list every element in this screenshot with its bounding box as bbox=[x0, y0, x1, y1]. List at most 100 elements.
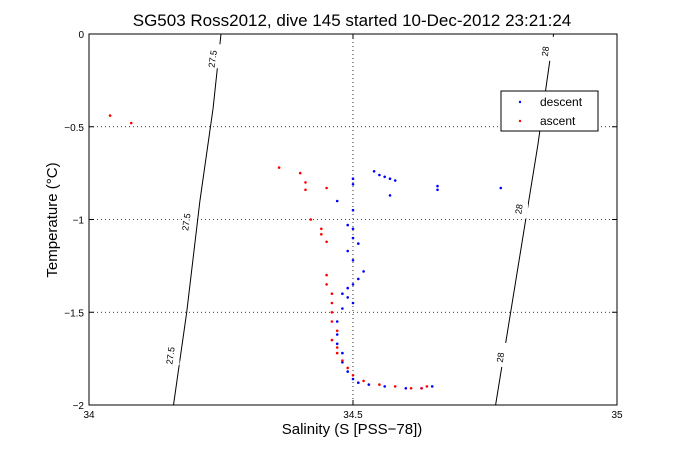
point-ascent bbox=[325, 186, 328, 190]
isopycnal-lines: 27.5 27.5 27.5 28 28 28 bbox=[164, 33, 555, 406]
point-ascent bbox=[108, 114, 112, 117]
point-descent bbox=[357, 277, 360, 281]
y-axis-label: Temperature (°C) bbox=[44, 162, 61, 277]
point-descent bbox=[372, 170, 376, 173]
point-ascent bbox=[325, 240, 328, 244]
point-ascent bbox=[320, 227, 323, 231]
point-ascent bbox=[425, 385, 429, 388]
point-descent bbox=[346, 286, 350, 290]
point-descent bbox=[341, 361, 344, 364]
point-descent bbox=[351, 301, 355, 305]
point-ascent bbox=[325, 283, 328, 286]
point-descent bbox=[436, 184, 439, 188]
point-descent bbox=[404, 387, 408, 390]
isopycnal-label-gap bbox=[209, 44, 222, 69]
isopycnal-label: 28 bbox=[513, 203, 524, 214]
point-ascent bbox=[330, 338, 334, 342]
point-ascent bbox=[335, 346, 339, 349]
point-ascent bbox=[309, 218, 313, 221]
y-tick-label: −2 bbox=[73, 401, 85, 412]
point-descent bbox=[351, 177, 355, 180]
y-tick-label: −1.5 bbox=[64, 308, 84, 319]
point-ascent bbox=[298, 171, 302, 175]
point-descent bbox=[378, 173, 381, 177]
point-ascent bbox=[325, 273, 328, 277]
legend-label-ascent: ascent bbox=[540, 114, 576, 128]
isopycnal-label-gap bbox=[183, 207, 196, 232]
point-ascent bbox=[335, 329, 339, 333]
chart-title: SG503 Ross2012, dive 145 started 10-Dec-… bbox=[133, 11, 572, 30]
point-descent bbox=[346, 370, 350, 373]
legend-marker-descent bbox=[518, 100, 522, 104]
point-descent bbox=[335, 199, 339, 203]
legend: descent ascent bbox=[500, 90, 599, 132]
point-descent bbox=[346, 296, 350, 299]
isopycnal-line bbox=[173, 33, 222, 406]
isopycnal-label-gap bbox=[497, 342, 510, 367]
point-descent bbox=[341, 292, 344, 296]
x-tick-label: 34 bbox=[83, 410, 95, 421]
point-ascent bbox=[341, 359, 344, 362]
point-ascent bbox=[351, 374, 355, 377]
isopycnal-label: 27.5 bbox=[180, 213, 192, 232]
point-descent bbox=[351, 236, 355, 240]
point-ascent bbox=[129, 121, 133, 125]
point-ascent bbox=[330, 320, 334, 323]
isopycnal-label-gap bbox=[167, 341, 180, 366]
legend-marker-ascent bbox=[518, 119, 522, 123]
y-tick-label: 0 bbox=[78, 30, 84, 41]
point-ascent bbox=[393, 385, 397, 388]
point-ascent bbox=[346, 366, 350, 370]
point-descent bbox=[351, 377, 355, 381]
x-tick-label: 34.5 bbox=[343, 410, 363, 421]
isopycnal-label: 27.5 bbox=[207, 50, 219, 69]
point-descent bbox=[393, 179, 397, 182]
point-descent bbox=[335, 320, 339, 323]
point-ascent bbox=[330, 292, 334, 296]
point-descent bbox=[346, 223, 350, 227]
y-tick-label: −1 bbox=[73, 216, 85, 227]
point-ascent bbox=[330, 311, 334, 314]
point-descent bbox=[362, 270, 365, 273]
isopycnal-label-gap bbox=[542, 36, 555, 61]
point-descent bbox=[388, 194, 392, 197]
point-descent bbox=[430, 385, 434, 388]
point-descent bbox=[351, 208, 355, 212]
point-ascent bbox=[362, 379, 365, 383]
x-tick-label: 35 bbox=[611, 410, 623, 421]
data-points bbox=[108, 114, 503, 390]
point-descent bbox=[341, 351, 344, 355]
point-descent bbox=[346, 249, 350, 253]
point-ascent bbox=[335, 351, 339, 355]
isopycnal-label-gap bbox=[515, 194, 528, 219]
point-ascent bbox=[304, 181, 307, 184]
point-descent bbox=[335, 342, 339, 346]
point-descent bbox=[499, 186, 503, 190]
point-ascent bbox=[409, 387, 413, 390]
point-ascent bbox=[277, 166, 281, 169]
point-descent bbox=[351, 283, 355, 286]
point-ascent bbox=[304, 188, 307, 192]
isopycnal-label: 27.5 bbox=[164, 346, 176, 365]
point-descent bbox=[367, 383, 371, 386]
legend-box bbox=[500, 90, 599, 132]
legend-label-descent: descent bbox=[540, 95, 583, 109]
point-descent bbox=[388, 177, 392, 180]
axis-ticks: 34 34.5 35 0 −0.5 −1 −1.5 −2 bbox=[64, 30, 623, 421]
point-ascent bbox=[330, 301, 334, 305]
point-descent bbox=[351, 183, 355, 186]
point-descent bbox=[383, 385, 387, 388]
point-ascent bbox=[420, 387, 423, 390]
point-descent bbox=[357, 381, 360, 385]
point-descent bbox=[383, 175, 387, 179]
point-descent bbox=[351, 259, 355, 262]
point-ascent bbox=[378, 383, 381, 386]
isopycnal-label: 28 bbox=[495, 352, 506, 363]
point-descent bbox=[351, 227, 355, 231]
point-descent bbox=[436, 188, 439, 192]
point-descent bbox=[357, 242, 360, 245]
point-descent bbox=[335, 333, 339, 336]
point-ascent bbox=[320, 233, 323, 236]
isopycnal-label: 28 bbox=[540, 46, 551, 57]
